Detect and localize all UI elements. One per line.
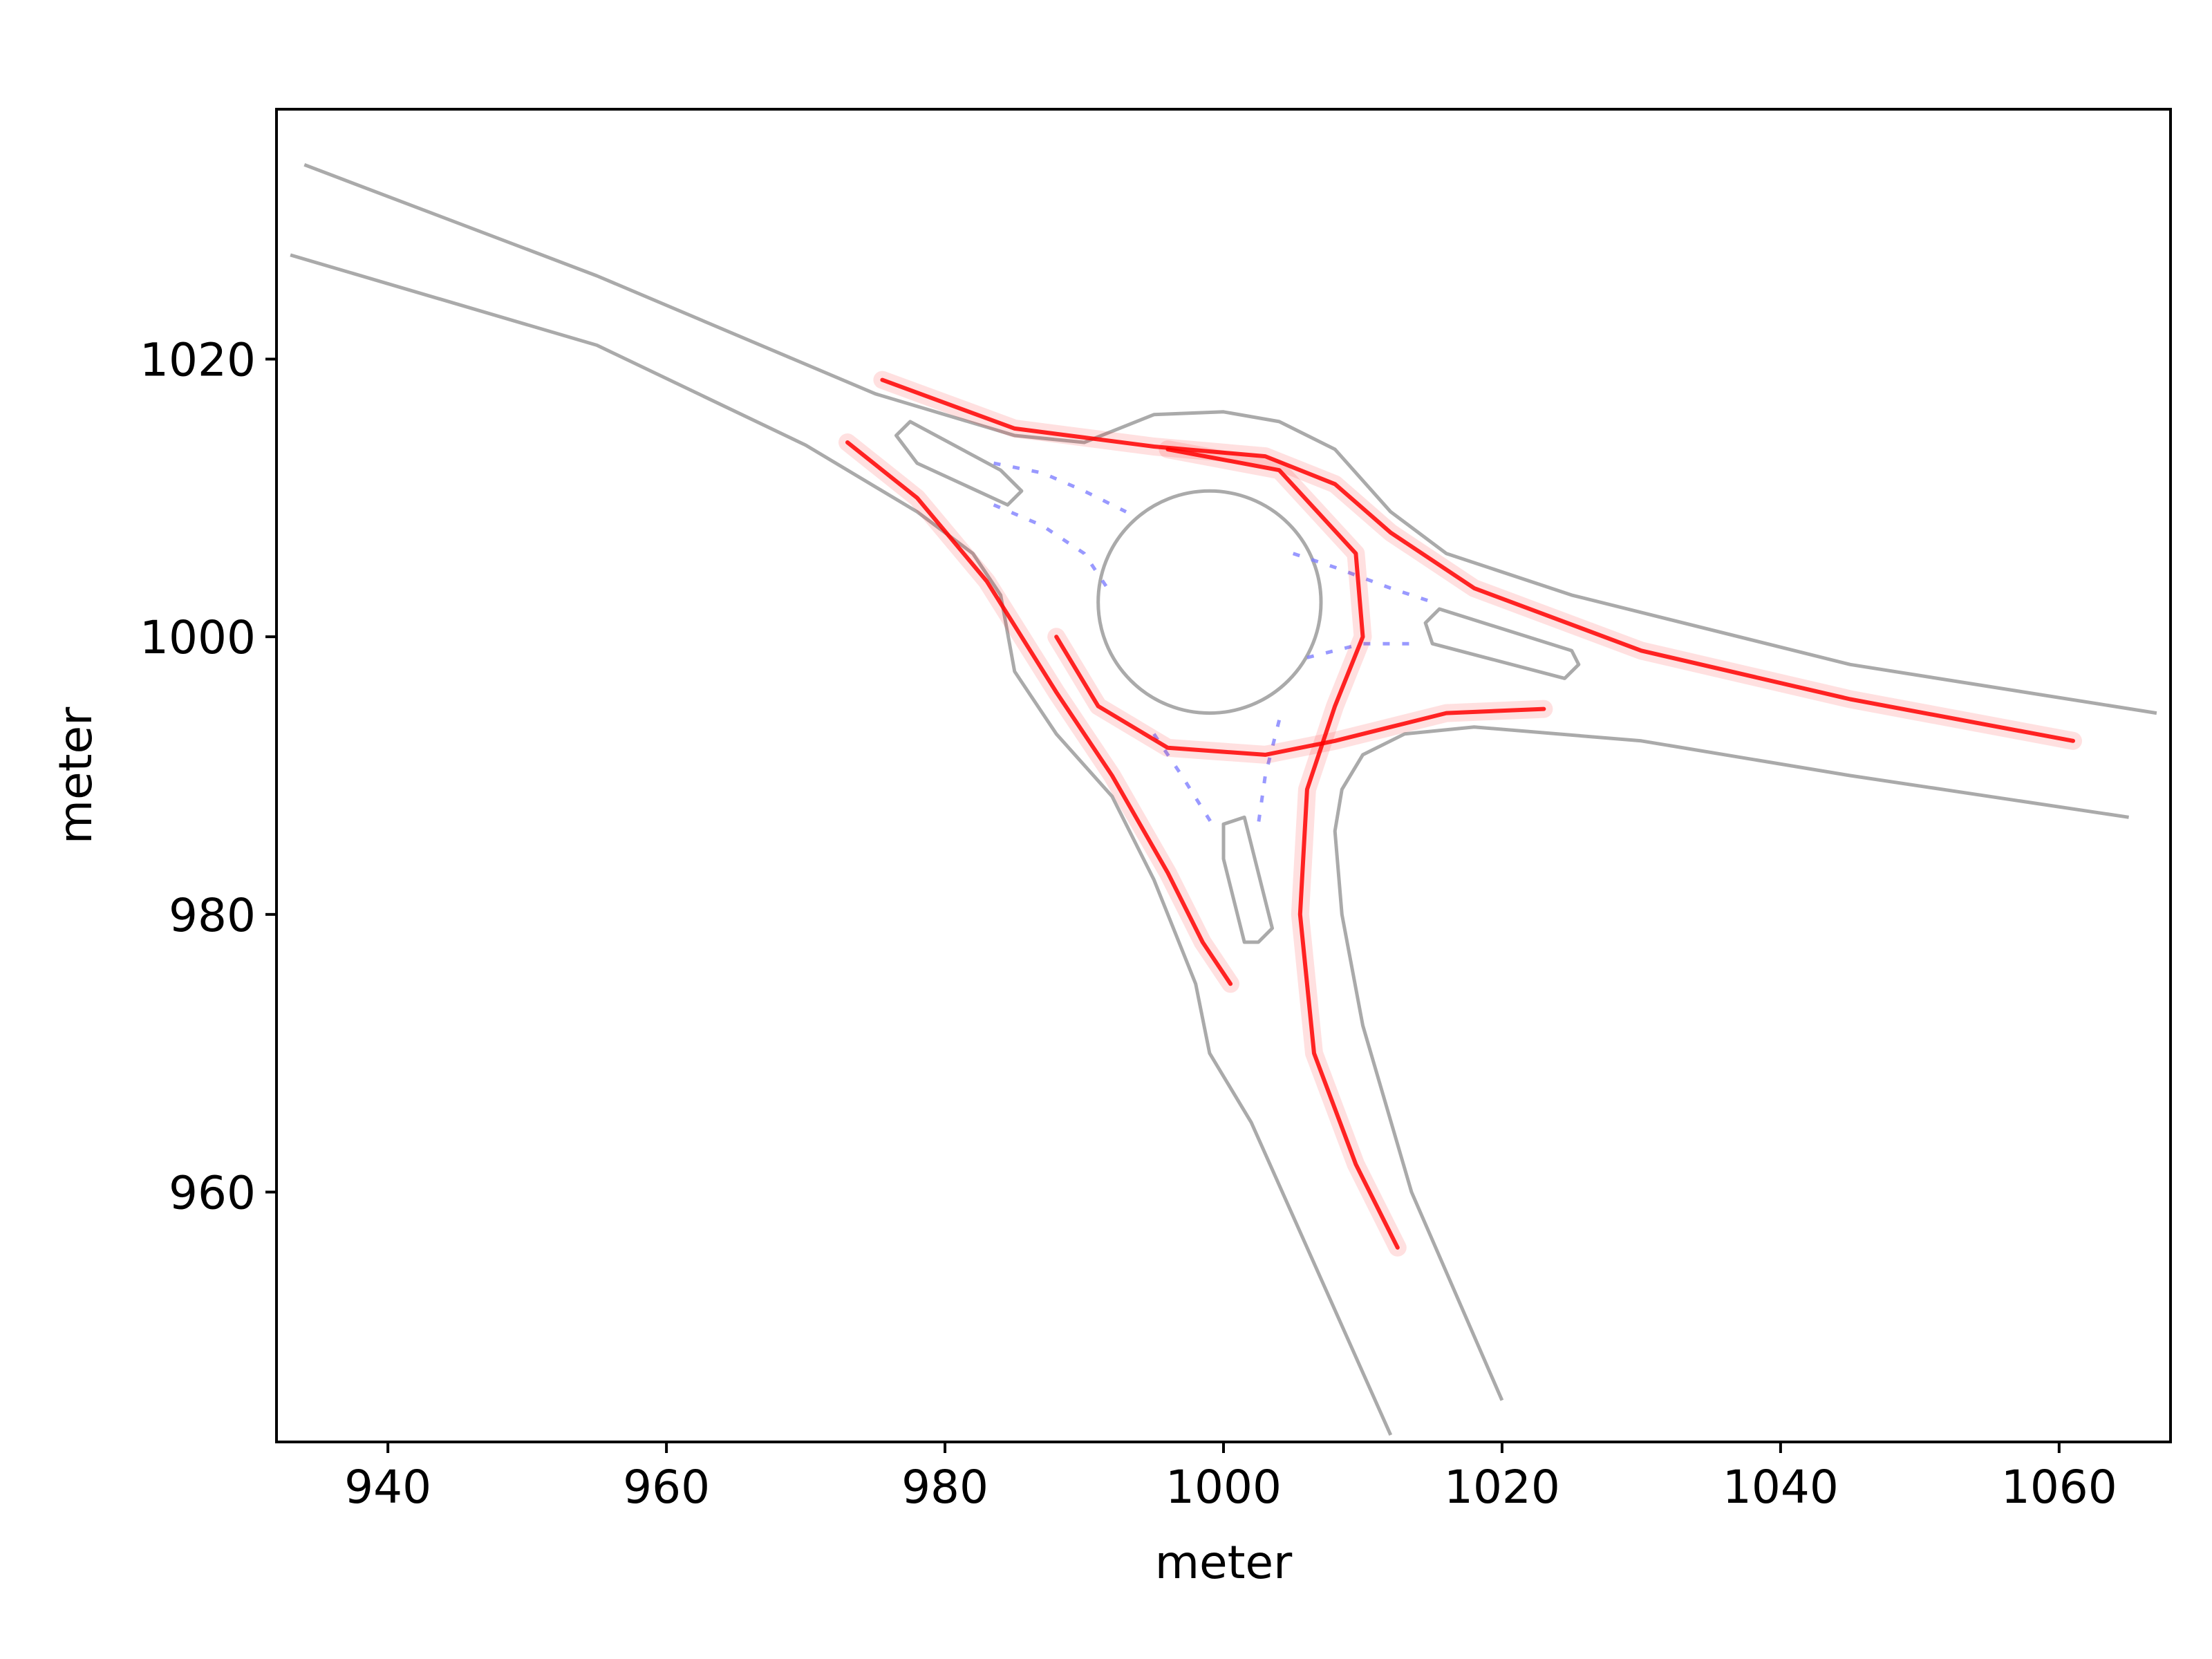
trajectory-core-1: [880, 377, 2075, 743]
island-south-splitter: [1221, 815, 1274, 944]
y-tick-label: 960: [169, 1167, 256, 1220]
road-edge-3: [1333, 725, 2129, 1401]
lane-marking-2: [993, 503, 1114, 597]
x-tick-label: 980: [901, 1461, 988, 1514]
lane-marking-1: [993, 461, 1127, 514]
lane-marking-3: [1292, 552, 1433, 604]
y-axis-label: meter: [49, 706, 102, 844]
island-west-splitter: [894, 420, 1024, 507]
road-edge-2: [290, 253, 1393, 1436]
plot-area: [290, 162, 2157, 1436]
island-central: [1096, 489, 1323, 715]
trajectory-core-2: [845, 440, 1233, 986]
y-tick-label: 1020: [140, 334, 256, 387]
x-tick-label: 1060: [2001, 1461, 2117, 1514]
trajectory-bundle-3: [1047, 628, 1553, 764]
x-tick-label: 940: [344, 1461, 431, 1514]
trajectory-core-4: [1165, 447, 1400, 1250]
trajectory-core-3: [1054, 635, 1546, 757]
x-axis: 940 960 980 1000 1020 1040 1060: [344, 1442, 2117, 1514]
road-edge-1: [303, 162, 2157, 715]
x-tick-label: 1020: [1444, 1461, 1560, 1514]
trajectory-bundle-2: [838, 433, 1240, 993]
x-tick-label: 1000: [1165, 1461, 1282, 1514]
x-axis-label: meter: [1155, 1536, 1293, 1589]
x-tick-label: 960: [623, 1461, 710, 1514]
y-axis: 960 980 1000 1020: [140, 334, 276, 1220]
y-tick-label: 980: [169, 889, 256, 942]
island-east-splitter: [1423, 607, 1581, 680]
trajectory-bundle-1: [873, 371, 2082, 750]
y-tick-label: 1000: [140, 611, 256, 664]
x-tick-label: 1040: [1723, 1461, 1839, 1514]
trajectory-bundle-4: [1159, 440, 1407, 1257]
